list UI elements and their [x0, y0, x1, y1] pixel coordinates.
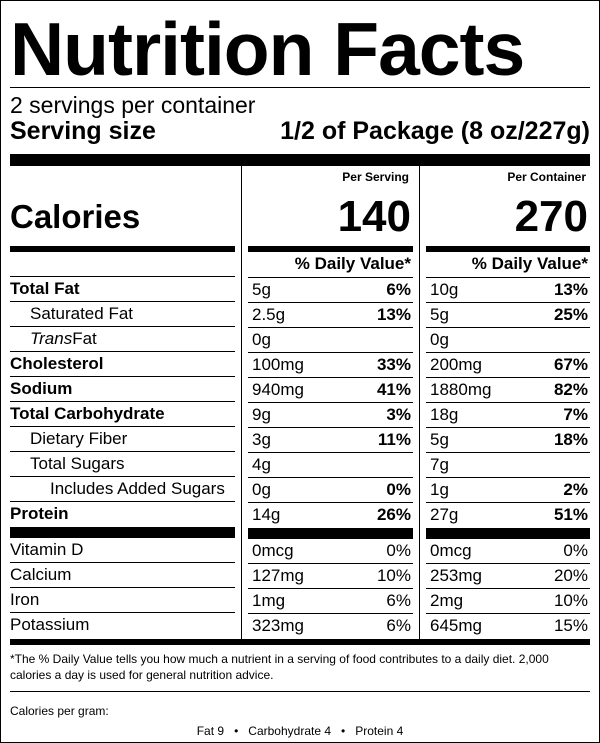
- nutrient-name: Dietary Fiber: [10, 427, 235, 452]
- nutrient-row: 940mg 41%: [248, 378, 413, 403]
- calories-divider: [10, 245, 235, 252]
- carbohydrate-per-gram: Carbohydrate 4: [248, 724, 332, 739]
- vitamin-name: Vitamin D: [10, 538, 235, 563]
- dv-header-serving: % Daily Value*: [248, 252, 413, 278]
- vitamin-name: Potassium: [10, 615, 90, 635]
- vitamin-row: 0mcg 0%: [248, 539, 413, 564]
- vitamin-row: 323mg 6%: [252, 616, 411, 636]
- per-serving-header: Per Serving: [342, 169, 409, 184]
- nutrient-row: 0g: [248, 328, 413, 353]
- nutrient-row: 5g 18%: [426, 428, 590, 453]
- trans-italic: Trans: [30, 328, 73, 348]
- divider: [10, 87, 590, 88]
- nutrient-row: 10g 13%: [426, 278, 590, 303]
- trans-rest: Fat: [72, 328, 97, 348]
- nutrient-row: 14g 26%: [252, 505, 411, 525]
- dv-header-container: % Daily Value*: [426, 252, 590, 278]
- per-serving-column: Per Serving 140 % Daily Value* 5g 6% 2.5g…: [248, 166, 413, 639]
- calories-per-serving: 140: [337, 191, 411, 241]
- per-container-column: Per Container 270 % Daily Value* 10g 13% …: [426, 166, 590, 639]
- vitamin-row: 1mg 6%: [248, 589, 413, 614]
- nutrient-row: 1880mg 82%: [426, 378, 590, 403]
- calories-per-container: 270: [514, 191, 588, 241]
- nutrient-row: 7g: [426, 453, 590, 478]
- nutrient-name-column: Calories Total Fat Saturated Fat Trans F…: [10, 166, 235, 639]
- nutrient-row: 4g: [248, 453, 413, 478]
- nutrient-table: Calories Total Fat Saturated Fat Trans F…: [10, 165, 590, 639]
- nutrient-row: 200mg 67%: [426, 353, 590, 378]
- vitamin-row: 0mcg 0%: [426, 539, 590, 564]
- calories-label: Calories: [10, 197, 141, 235]
- nutrient-name: Protein: [10, 504, 69, 524]
- nutrient-row: 9g 3%: [248, 403, 413, 428]
- protein-per-gram: Protein 4: [355, 724, 404, 739]
- nutrient-name: Total Fat: [10, 277, 235, 302]
- serving-size-row: Serving size 1/2 of Package (8 oz/227g): [10, 118, 590, 146]
- label-title: Nutrition Facts: [10, 7, 525, 91]
- serving-size-value: 1/2 of Package (8 oz/227g): [280, 117, 590, 146]
- fat-per-gram: Fat 9: [196, 724, 225, 739]
- nutrient-name: Cholesterol: [10, 352, 235, 377]
- nutrient-name: Total Sugars: [10, 452, 235, 477]
- vitamin-row: 127mg 10%: [248, 564, 413, 589]
- serving-size-label: Serving size: [10, 117, 156, 146]
- nutrient-row: 5g 6%: [248, 278, 413, 303]
- footnote-divider: [10, 638, 590, 645]
- vitamin-name: Calcium: [10, 563, 235, 588]
- nutrient-row: 3g 11%: [248, 428, 413, 453]
- bullet: •: [234, 724, 239, 739]
- vitamin-row: 2mg 10%: [426, 589, 590, 614]
- nutrient-name: Sodium: [10, 377, 235, 402]
- nutrient-row: 0g: [426, 328, 590, 353]
- nutrient-name: Total Carbohydrate: [10, 402, 235, 427]
- vitamin-row: 253mg 20%: [426, 564, 590, 589]
- nutrient-name: Includes Added Sugars: [10, 477, 235, 502]
- vitamin-row: 645mg 15%: [430, 616, 588, 636]
- daily-value-footnote: *The % Daily Value tells you how much a …: [10, 651, 549, 682]
- protein-divider: [10, 526, 235, 538]
- nutrient-row: 18g 7%: [426, 403, 590, 428]
- per-container-header: Per Container: [507, 169, 586, 184]
- bullet: •: [341, 724, 346, 739]
- vitamin-name: Iron: [10, 588, 235, 613]
- nutrient-row: 2.5g 13%: [248, 303, 413, 328]
- nutrient-names: Total Fat Saturated Fat Trans Fat Choles…: [10, 277, 235, 527]
- nutrient-name: Trans Fat: [10, 327, 235, 352]
- nutrient-row: 1g 2%: [426, 478, 590, 503]
- nutrient-name: Saturated Fat: [10, 302, 235, 327]
- thick-divider: [10, 153, 590, 166]
- servings-per-container: 2 servings per container: [10, 92, 256, 118]
- calories-per-gram-values: Fat 9 • Carbohydrate 4 • Protein 4: [10, 724, 590, 738]
- nutrient-row: 0g 0%: [248, 478, 413, 503]
- nutrient-row: 100mg 33%: [248, 353, 413, 378]
- nutrient-row: 5g 25%: [426, 303, 590, 328]
- divider: [10, 691, 590, 693]
- column-separator: [419, 165, 420, 639]
- column-separator: [241, 165, 242, 639]
- nutrient-row: 27g 51%: [430, 505, 588, 525]
- calories-per-gram-label: Calories per gram:: [10, 704, 109, 719]
